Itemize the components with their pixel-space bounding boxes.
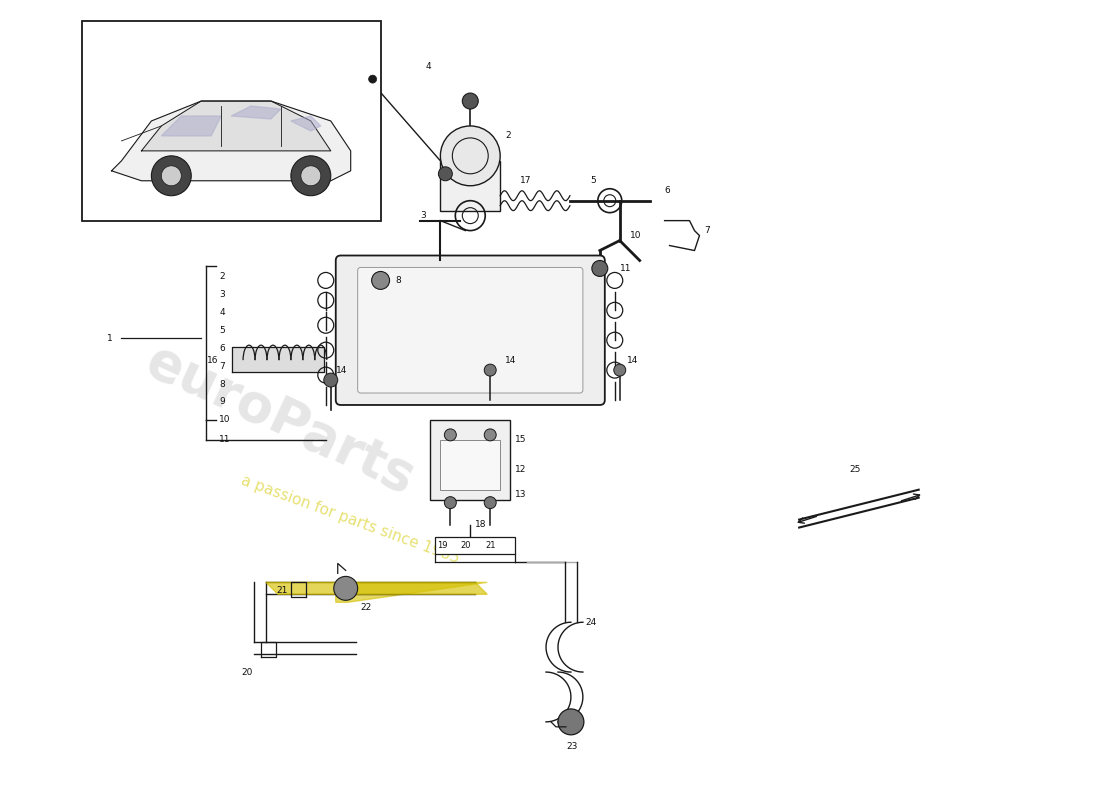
Circle shape	[152, 156, 191, 196]
Text: 19: 19	[438, 541, 448, 550]
Text: 15: 15	[515, 435, 527, 444]
Circle shape	[484, 364, 496, 376]
Circle shape	[444, 429, 456, 441]
Text: 16: 16	[207, 356, 219, 365]
Text: 2: 2	[219, 272, 224, 281]
Text: 12: 12	[515, 466, 527, 474]
Text: 23: 23	[565, 742, 578, 751]
FancyBboxPatch shape	[336, 255, 605, 405]
Circle shape	[440, 126, 500, 186]
Text: 25: 25	[849, 466, 860, 474]
Circle shape	[290, 156, 331, 196]
Text: 6: 6	[219, 344, 224, 353]
Text: 3: 3	[420, 211, 426, 220]
Text: 14: 14	[336, 366, 348, 374]
Text: 4: 4	[219, 308, 224, 317]
Polygon shape	[111, 101, 351, 181]
Text: 17: 17	[520, 176, 531, 186]
Bar	[440, 440, 500, 490]
Circle shape	[462, 93, 478, 109]
Circle shape	[558, 709, 584, 735]
Text: 14: 14	[627, 356, 638, 365]
Text: 2: 2	[505, 131, 510, 141]
Polygon shape	[290, 116, 321, 131]
Bar	[430, 420, 510, 500]
Text: 7: 7	[219, 362, 224, 370]
Circle shape	[162, 166, 182, 186]
Text: 21: 21	[485, 541, 496, 550]
Text: 24: 24	[585, 618, 596, 626]
Text: 10: 10	[629, 231, 641, 240]
Text: 20: 20	[241, 667, 253, 677]
Bar	[81, 22, 381, 221]
Circle shape	[368, 75, 376, 83]
Bar	[436, 537, 515, 554]
Polygon shape	[162, 116, 221, 136]
Text: 20: 20	[460, 541, 471, 550]
Text: 1: 1	[107, 334, 112, 342]
Polygon shape	[266, 582, 487, 594]
Text: a passion for parts since 1985: a passion for parts since 1985	[240, 473, 462, 566]
Circle shape	[484, 497, 496, 509]
Text: 22: 22	[361, 602, 372, 612]
Text: 5: 5	[590, 176, 595, 186]
Text: 7: 7	[704, 226, 711, 235]
Circle shape	[323, 373, 338, 387]
Text: 18: 18	[475, 520, 487, 529]
Text: 14: 14	[505, 356, 517, 365]
Circle shape	[372, 271, 389, 290]
Text: 9: 9	[219, 398, 224, 406]
Text: 5: 5	[219, 326, 224, 334]
Text: 10: 10	[219, 415, 231, 425]
Circle shape	[301, 166, 321, 186]
Text: 13: 13	[515, 490, 527, 499]
Polygon shape	[142, 101, 331, 151]
Polygon shape	[231, 106, 280, 119]
Polygon shape	[336, 582, 487, 602]
Circle shape	[614, 364, 626, 376]
Circle shape	[333, 576, 358, 600]
Text: 4: 4	[426, 62, 431, 70]
Text: 11: 11	[219, 435, 231, 444]
Text: 8: 8	[396, 276, 402, 285]
Circle shape	[484, 429, 496, 441]
Text: 8: 8	[219, 379, 224, 389]
Text: 11: 11	[619, 264, 631, 273]
Circle shape	[444, 497, 456, 509]
Circle shape	[439, 167, 452, 181]
Text: euroParts: euroParts	[139, 335, 424, 505]
Text: 21: 21	[276, 586, 287, 595]
Text: 3: 3	[219, 290, 224, 299]
Bar	[440, 161, 500, 210]
FancyBboxPatch shape	[358, 267, 583, 393]
Text: 6: 6	[664, 186, 670, 195]
Polygon shape	[232, 347, 323, 372]
Circle shape	[592, 261, 608, 277]
